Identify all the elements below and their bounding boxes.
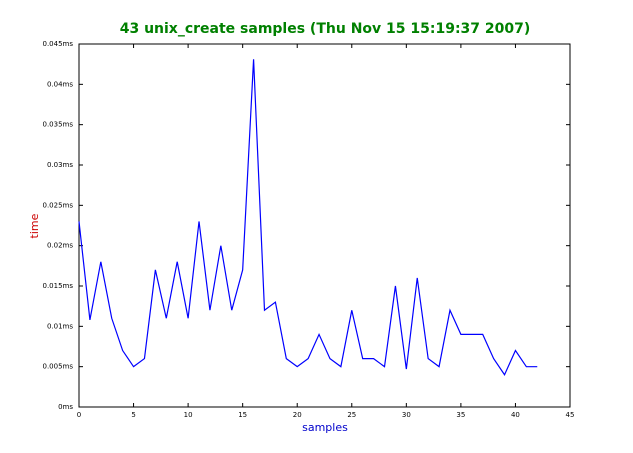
chart-title: 43 unix_create samples (Thu Nov 15 15:19… [120, 21, 531, 37]
x-tick-label: 15 [238, 411, 247, 419]
x-tick-label: 0 [77, 411, 81, 419]
y-axis-label: time [28, 213, 41, 238]
y-tick-label: 0ms [58, 403, 73, 411]
x-tick-label: 45 [566, 411, 575, 419]
plot-frame [78, 43, 571, 408]
x-tick-label: 5 [131, 411, 135, 419]
y-tick-label: 0.03ms [47, 161, 73, 169]
x-tick-label: 20 [293, 411, 302, 419]
x-tick-label: 40 [511, 411, 520, 419]
y-tick-label: 0.005ms [42, 363, 73, 371]
x-tick-label: 10 [184, 411, 193, 419]
y-tick-label: 0.045ms [42, 40, 73, 48]
y-tick-label: 0.04ms [47, 80, 73, 88]
y-tick-label: 0.025ms [42, 201, 73, 209]
x-tick-label: 35 [456, 411, 465, 419]
x-axis-label: samples [302, 421, 348, 434]
y-tick-label: 0.015ms [42, 282, 73, 290]
x-tick-label: 30 [402, 411, 411, 419]
y-tick-label: 0.01ms [47, 322, 73, 330]
x-tick-label: 25 [347, 411, 356, 419]
y-tick-label: 0.02ms [47, 242, 73, 250]
y-tick-label: 0.035ms [42, 121, 73, 129]
data-line [78, 59, 538, 376]
